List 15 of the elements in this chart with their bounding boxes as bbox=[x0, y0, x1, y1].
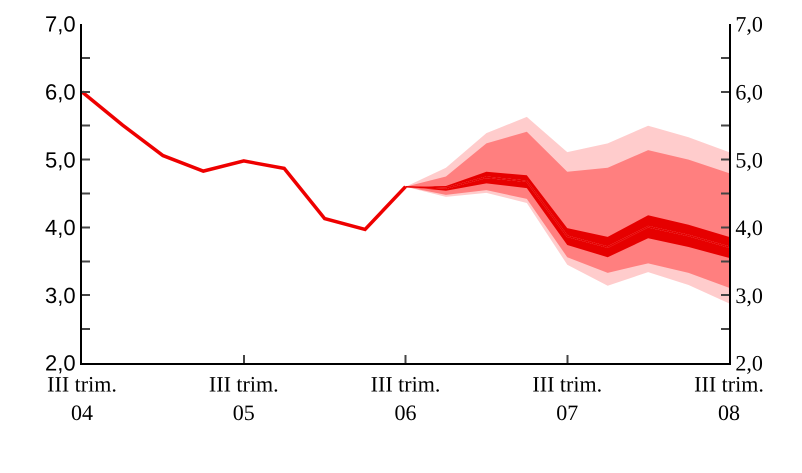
y2-tick-label: 6,0 bbox=[735, 80, 763, 104]
y2-tick-label: 5,0 bbox=[735, 147, 763, 172]
y2-tick-label: 2,0 bbox=[735, 350, 763, 376]
y-tick-label: 6,0 bbox=[45, 80, 76, 104]
y2-tick-label: 7,0 bbox=[735, 12, 763, 37]
y-tick-label: 2,0 bbox=[45, 350, 76, 376]
y-tick-label: 7,0 bbox=[45, 12, 76, 37]
y2-tick-label: 3,0 bbox=[735, 282, 763, 308]
y-tick-label: 3,0 bbox=[45, 282, 76, 308]
y-tick-label: 4,0 bbox=[45, 215, 76, 240]
y2-tick-label: 4,0 bbox=[735, 215, 763, 240]
x-tick-label: III trim. 06 bbox=[370, 371, 440, 425]
y-tick-label: 5,0 bbox=[45, 147, 76, 172]
x-tick-label: III trim. 05 bbox=[208, 371, 279, 425]
x-tick-label: III trim. 07 bbox=[532, 371, 602, 425]
